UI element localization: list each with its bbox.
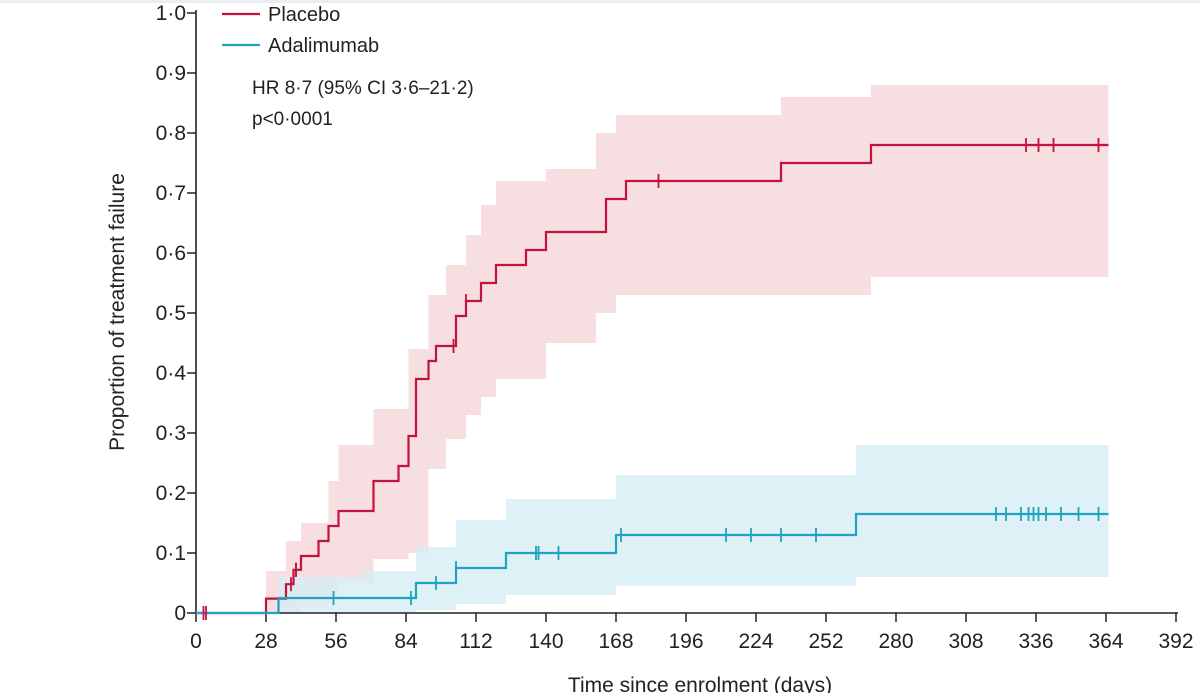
x-tick-label: 224 bbox=[738, 630, 773, 653]
x-tick-label: 56 bbox=[324, 630, 347, 653]
x-axis-title: Time since enrolment (days) bbox=[568, 674, 832, 693]
x-tick-label: 280 bbox=[878, 630, 913, 653]
ci-band-placebo bbox=[266, 85, 1109, 613]
y-tick-label: 0·6 bbox=[156, 242, 186, 265]
x-tick-label: 0 bbox=[190, 630, 202, 653]
top-border bbox=[0, 0, 1200, 3]
legend: Placebo Adalimumab bbox=[222, 4, 379, 57]
x-tick-label: 392 bbox=[1158, 630, 1193, 653]
y-ticks: 0 0·1 0·2 0·3 0·4 0·5 0·6 0·7 0·8 0·9 1·0 bbox=[156, 2, 196, 625]
x-tick-label: 336 bbox=[1018, 630, 1053, 653]
y-tick-label: 1·0 bbox=[156, 2, 186, 25]
x-tick-label: 364 bbox=[1088, 630, 1123, 653]
legend-label-adalimumab: Adalimumab bbox=[268, 35, 379, 57]
x-tick-label: 252 bbox=[808, 630, 843, 653]
x-tick-label: 84 bbox=[394, 630, 418, 653]
x-ticks: 0 28 56 84 112 140 168 196 224 252 280 308 336 364 392 bbox=[190, 613, 1194, 653]
hazard-ratio-annotation: HR 8·7 (95% CI 3·6–21·2) bbox=[252, 78, 474, 99]
p-value-annotation: p<0·0001 bbox=[252, 109, 333, 130]
y-tick-label: 0·8 bbox=[156, 122, 186, 145]
censor-marks bbox=[202, 138, 1100, 620]
legend-label-placebo: Placebo bbox=[268, 4, 340, 26]
y-tick-label: 0·3 bbox=[156, 422, 186, 445]
x-tick-label: 196 bbox=[668, 630, 703, 653]
x-tick-label: 28 bbox=[254, 630, 277, 653]
y-tick-label: 0 bbox=[174, 602, 186, 625]
y-tick-label: 0·2 bbox=[156, 482, 186, 505]
confidence-bands bbox=[266, 85, 1109, 613]
x-tick-label: 140 bbox=[528, 630, 563, 653]
x-tick-label: 308 bbox=[948, 630, 983, 653]
y-tick-label: 0·1 bbox=[156, 542, 186, 565]
y-tick-label: 0·4 bbox=[156, 362, 187, 385]
x-tick-label: 112 bbox=[459, 630, 492, 653]
x-tick-label: 168 bbox=[598, 630, 633, 653]
y-tick-label: 0·5 bbox=[156, 302, 186, 325]
axes bbox=[195, 10, 1178, 614]
y-tick-label: 0·7 bbox=[156, 182, 186, 205]
curve-placebo bbox=[196, 143, 1109, 615]
y-axis-title: Proportion of treatment failure bbox=[106, 173, 129, 451]
ci-band-adalimumab bbox=[278, 445, 1109, 613]
y-tick-label: 0·9 bbox=[156, 62, 186, 85]
